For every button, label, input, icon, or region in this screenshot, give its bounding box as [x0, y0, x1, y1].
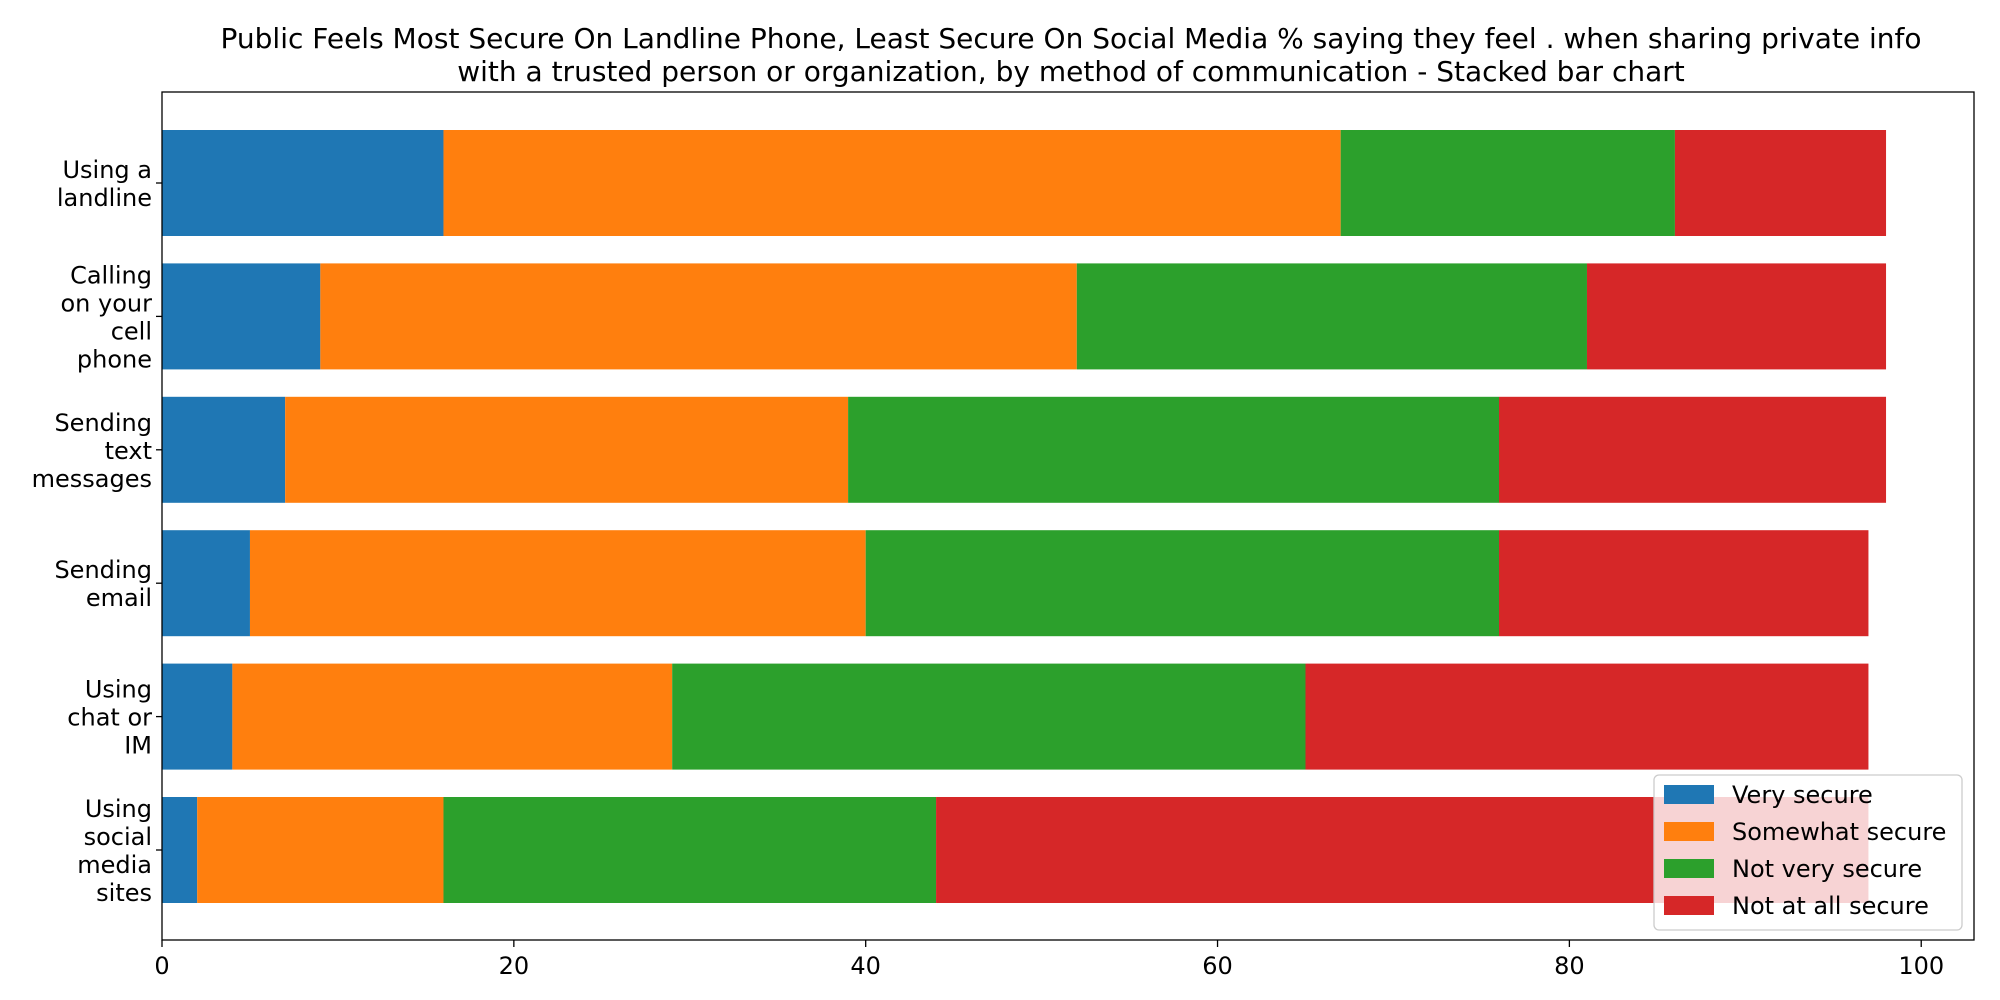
bar-segment — [1674, 130, 1887, 236]
bar-segment — [162, 263, 321, 370]
bar-segment — [249, 530, 866, 637]
category-label: Using a — [62, 156, 152, 184]
category-label: landline — [57, 184, 152, 212]
legend-swatch — [1664, 896, 1714, 915]
category-label: sites — [96, 879, 152, 907]
category-label: Using — [85, 676, 152, 704]
category-label: chat or — [67, 704, 152, 732]
bar-segment — [162, 530, 250, 637]
chart-title: Public Feels Most Secure On Landline Pho… — [221, 22, 1922, 88]
x-tick-label: 0 — [154, 952, 169, 980]
bar-segment — [1340, 130, 1675, 236]
legend-swatch — [1664, 859, 1714, 878]
category-label: email — [86, 584, 152, 612]
x-tick-label: 40 — [850, 952, 881, 980]
bar-segment — [197, 797, 444, 903]
category-label: cell — [111, 317, 152, 345]
bar-segment — [1076, 263, 1587, 370]
plot-area-frame — [161, 91, 1975, 941]
category-label: IM — [124, 732, 152, 760]
legend-swatch — [1664, 785, 1714, 804]
bar-segment — [162, 797, 198, 903]
bar-segment — [232, 663, 673, 770]
bar-segment — [672, 663, 1306, 770]
x-tick-label: 100 — [1898, 952, 1944, 980]
category-label: Calling — [70, 261, 152, 289]
bar-segment — [162, 396, 286, 503]
value-axis: 0 20 40 60 80 100 — [154, 940, 1944, 980]
x-tick-label: 60 — [1202, 952, 1233, 980]
bar-segment — [285, 396, 849, 503]
chart-title-line: with a trusted person or organization, b… — [457, 55, 1685, 88]
bar-segment — [162, 663, 233, 770]
category-label: media — [77, 851, 152, 879]
bar-segment — [443, 130, 1341, 236]
category-label: on your — [61, 289, 153, 317]
bar-segment — [1586, 263, 1887, 370]
bar-segment — [1499, 530, 1869, 637]
x-tick-label: 80 — [1554, 952, 1585, 980]
bar-segment — [1305, 663, 1869, 770]
chart-title-line: Public Feels Most Secure On Landline Pho… — [221, 22, 1922, 55]
category-label: Sending — [54, 409, 152, 437]
bar-segment — [848, 396, 1500, 503]
bar-segment — [162, 130, 444, 236]
category-label: messages — [32, 465, 152, 493]
legend-label: Very secure — [1732, 781, 1873, 809]
category-label: social — [84, 823, 152, 851]
x-tick-label: 20 — [499, 952, 530, 980]
category-label: text — [105, 437, 152, 465]
legend-box — [1653, 774, 1963, 931]
bar-segment — [1499, 396, 1887, 503]
legend-label: Not at all secure — [1732, 892, 1929, 920]
bar-segment — [865, 530, 1500, 637]
bar-segment — [320, 263, 1077, 370]
category-label: Using — [85, 795, 152, 823]
legend-label: Somewhat secure — [1732, 818, 1946, 846]
legend-label: Not very secure — [1732, 855, 1922, 883]
legend-swatch — [1664, 822, 1714, 841]
category-label: phone — [77, 345, 152, 373]
bar-segment — [443, 797, 937, 903]
category-label: Sending — [54, 556, 152, 584]
bars — [162, 130, 1887, 903]
legend: Very secure Somewhat secure Not very secur… — [1653, 774, 1963, 931]
